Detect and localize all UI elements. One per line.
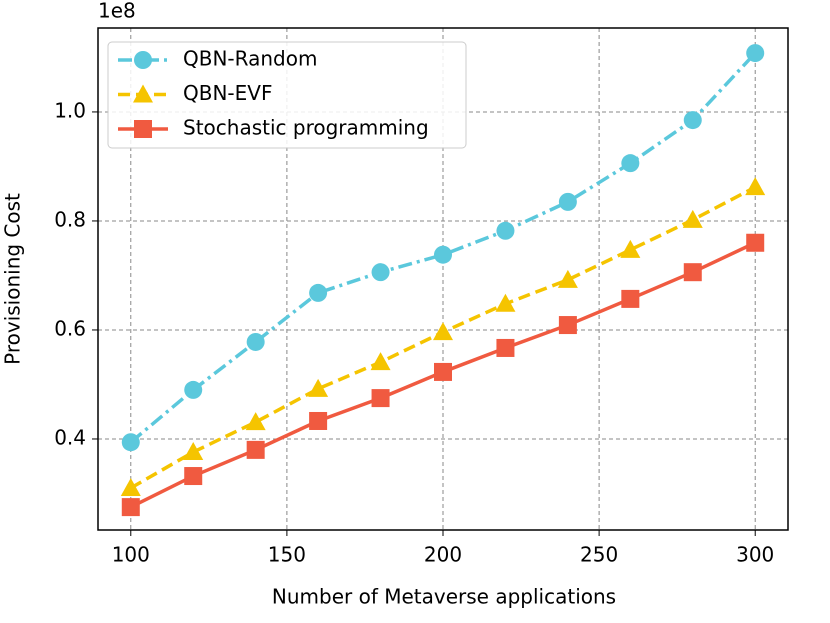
legend-label: QBN-EVF [183,81,272,105]
marker [371,263,390,282]
y-tick-label: 0.6 [54,316,86,340]
x-tick-label: 300 [736,543,774,567]
marker [184,467,203,486]
marker [434,362,452,381]
marker [495,293,516,312]
marker [433,322,453,341]
marker [245,412,266,431]
x-tick-label: 150 [268,543,306,567]
marker [120,478,141,497]
legend-marker [134,51,152,69]
marker [309,411,328,430]
x-tick-label: 200 [424,543,462,567]
legend-label: QBN-Random [183,47,317,71]
marker [621,154,640,173]
marker [308,378,329,397]
marker [496,221,515,240]
marker [746,233,765,252]
x-tick-label: 250 [580,543,618,567]
marker [745,177,766,196]
marker [246,332,265,351]
legend-label: Stochastic programming [183,116,429,140]
marker [434,245,452,264]
marker [620,239,641,258]
marker [558,316,577,335]
marker [558,192,577,211]
marker [682,209,703,228]
marker [621,289,640,308]
x-axis-label: Number of Metaverse applications [272,585,616,609]
marker [183,442,204,461]
marker [370,352,391,371]
marker [121,498,140,517]
marker [371,389,390,408]
x-tick-label: 100 [112,543,150,567]
marker [184,380,203,399]
marker [683,111,702,130]
marker [309,283,328,302]
y-tick-label: 0.4 [54,425,86,449]
plot-frame [97,27,789,531]
legend-marker [133,84,153,103]
marker [496,338,515,357]
marker [746,44,765,63]
marker [557,269,578,288]
y-tick-label: 1.0 [54,98,86,122]
marker [121,433,140,452]
y-axis-label: Provisioning Cost [1,193,25,365]
marker [246,440,265,459]
y-tick-label: 0.8 [54,207,86,231]
y-offset-label: 1e8 [98,0,136,23]
legend-marker [134,120,152,138]
legend-frame [107,41,467,149]
marker [683,263,702,282]
legend: QBN-Random QBN-EVF Stochastic programming [107,41,467,149]
